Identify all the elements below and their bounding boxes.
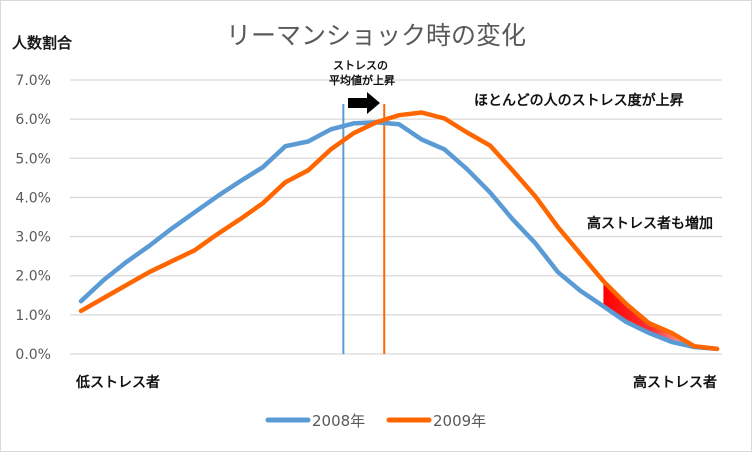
y-tick-label: 4.0% — [15, 190, 51, 206]
y-tick-label: 5.0% — [15, 151, 51, 167]
y-tick-label: 0.0% — [15, 347, 51, 363]
y-tick-labels: 0.0% 1.0% 2.0% 3.0% 4.0% 5.0% 6.0% 7.0% — [15, 73, 51, 363]
y-tick-label: 1.0% — [15, 308, 51, 324]
legend-item-2008[interactable]: 2008年 — [265, 412, 365, 430]
y-tick-label: 3.0% — [15, 230, 51, 246]
mean-lines — [342, 104, 386, 354]
x-label-low-stress: 低ストレス者 — [75, 374, 160, 391]
y-axis-label: 人数割合 — [12, 34, 73, 52]
y-tick-label: 6.0% — [15, 112, 51, 128]
y-tick-label: 7.0% — [15, 73, 51, 89]
series-layer — [78, 110, 720, 352]
most-people-annotation: ほとんどの人のストレス度が上昇 — [474, 92, 684, 109]
x-label-high-stress: 高ストレス者 — [633, 374, 717, 391]
chart-title: リーマンショック時の変化 — [226, 21, 526, 50]
high-stress-annotation: 高ストレス者も増加 — [587, 215, 713, 232]
mean-shift-annotation-line1: ストレスの — [333, 59, 388, 72]
mean-shift-annotation-line2: 平均値が上昇 — [329, 73, 395, 87]
legend-label-2008: 2008年 — [312, 412, 365, 430]
legend-label-2009: 2009年 — [433, 412, 486, 430]
legend-item-2009[interactable]: 2009年 — [386, 412, 486, 430]
legend: 2008年 2009年 — [265, 412, 486, 430]
y-tick-label: 2.0% — [15, 269, 51, 285]
right-arrow-icon — [348, 92, 380, 114]
